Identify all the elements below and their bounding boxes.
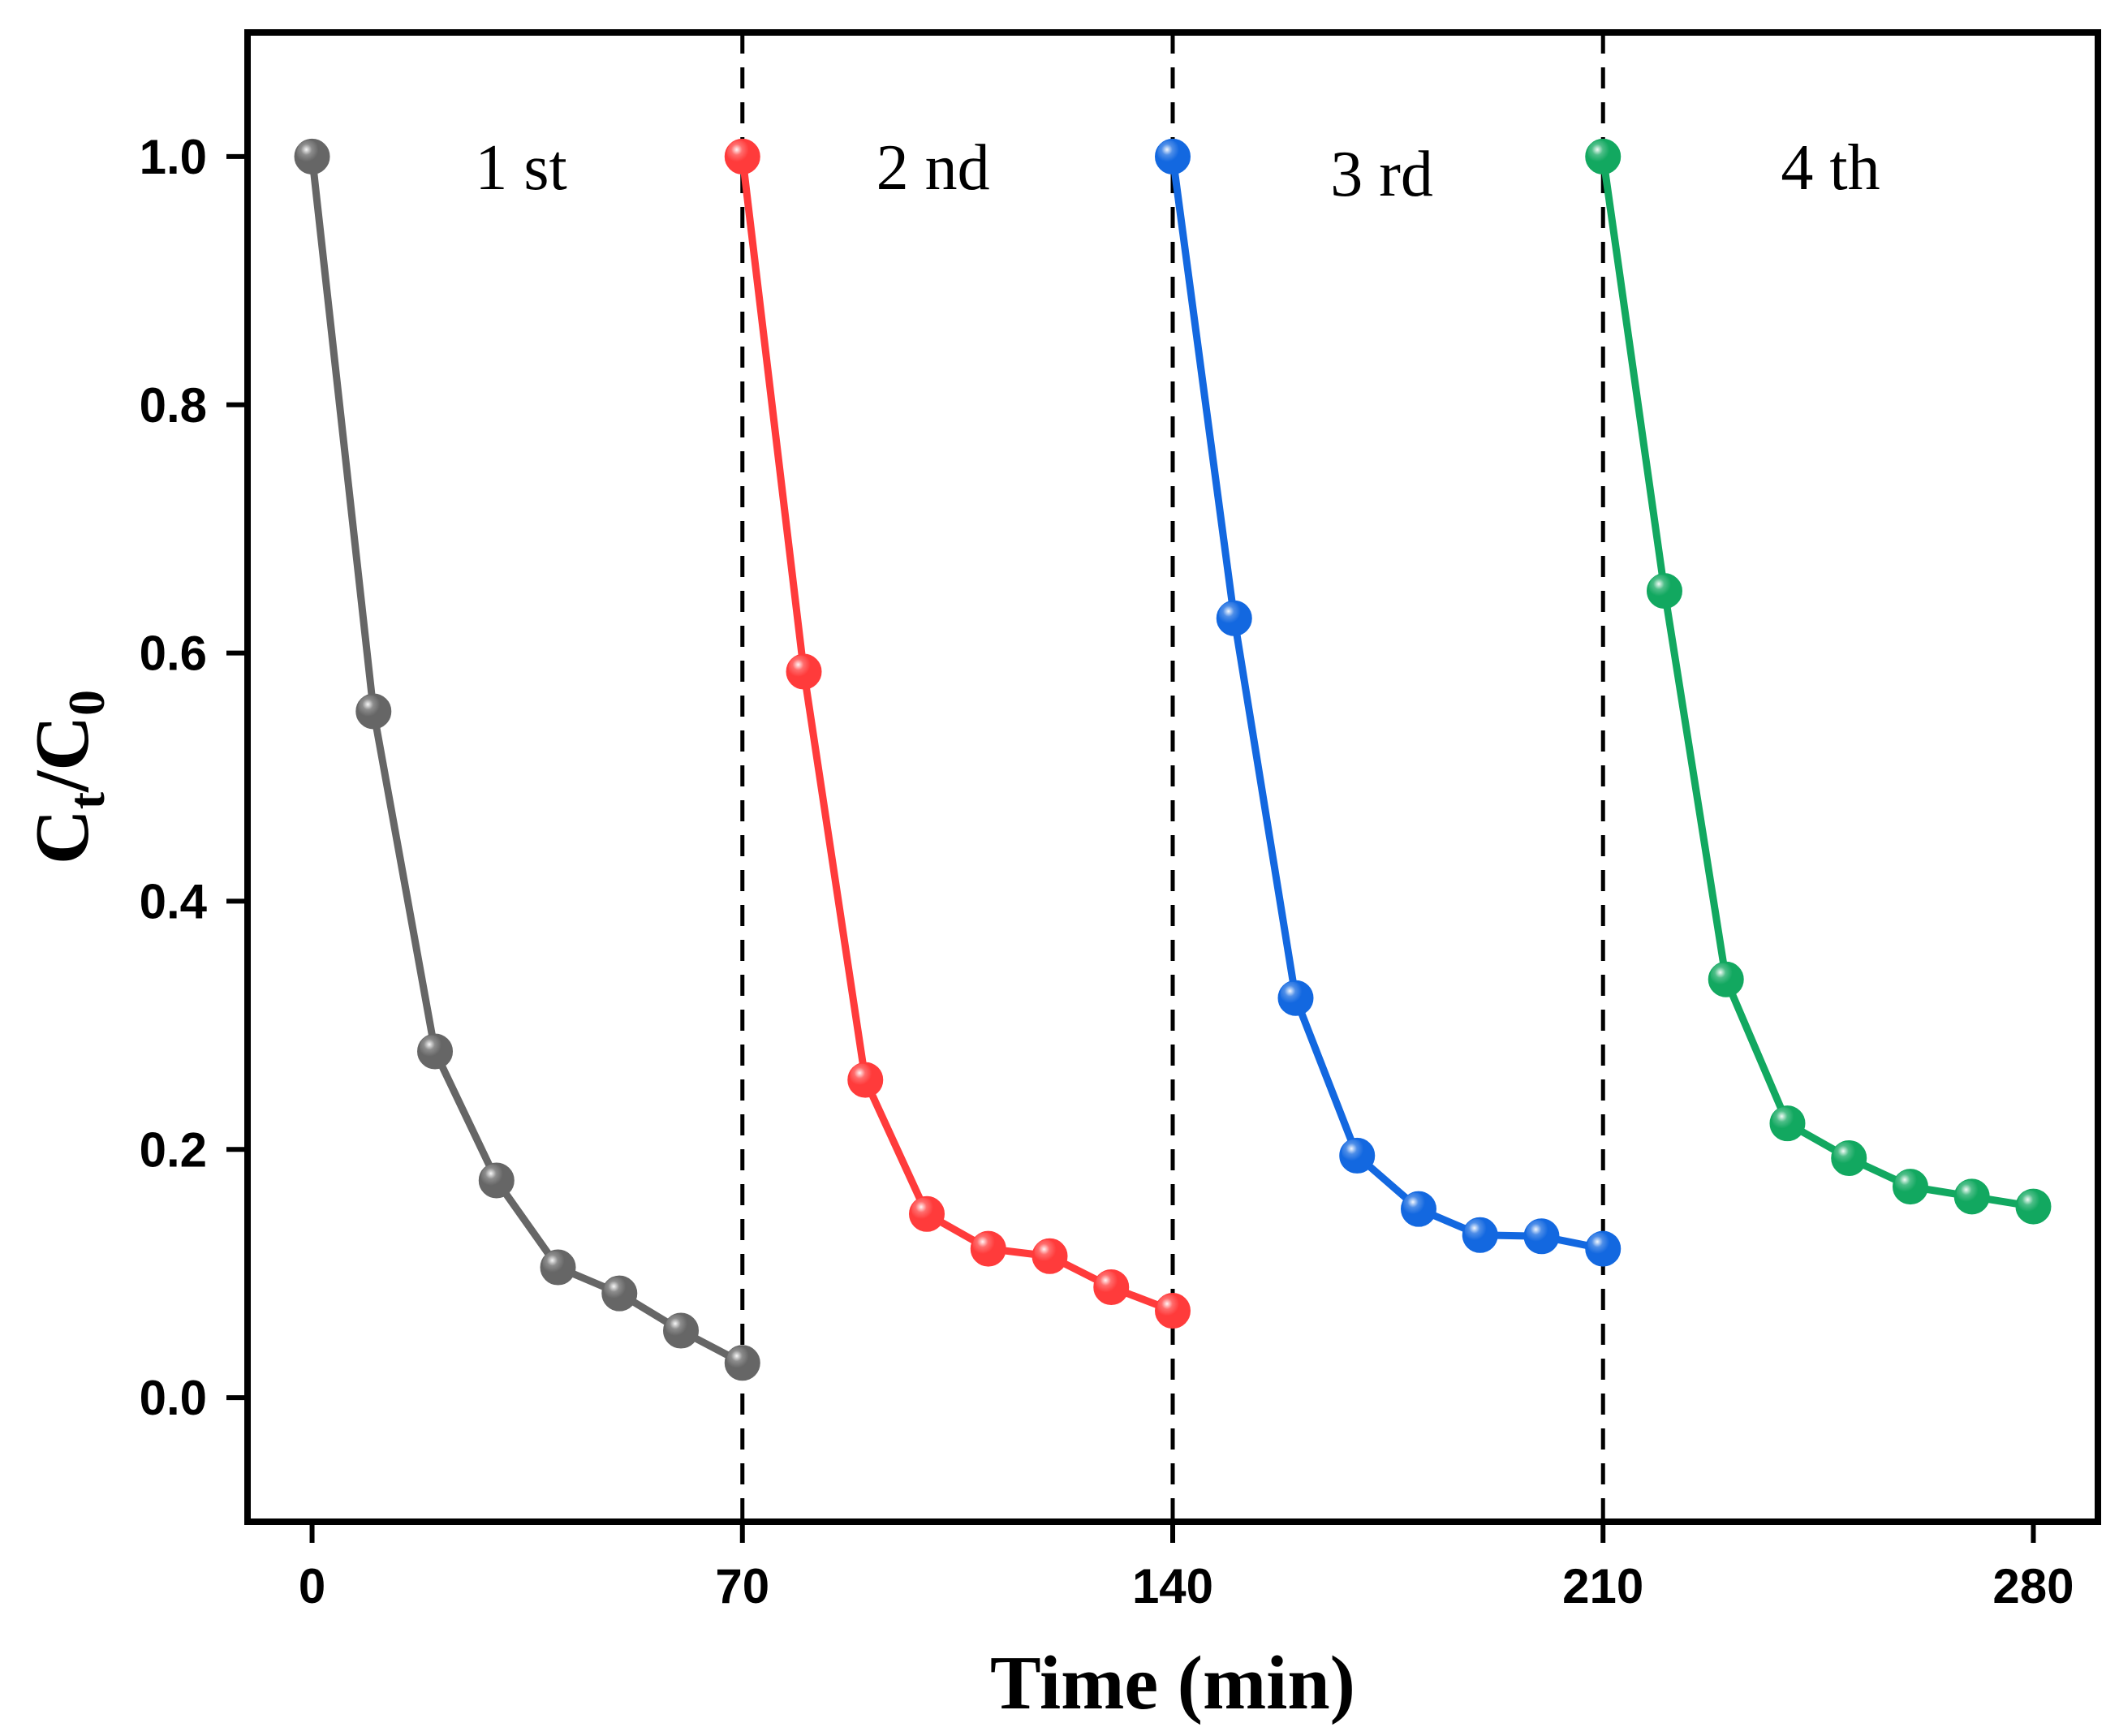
y-tick-label: 0.8 [140,378,207,433]
y-title-main: C [20,809,105,864]
y-tick-label: 0.6 [140,627,207,681]
data-point-highlight [1587,1232,1613,1257]
data-point-highlight [1342,1139,1367,1164]
data-point-highlight [1587,140,1613,165]
series-1 [294,138,760,1381]
cycle-label: 2 nd [876,132,990,204]
cycle-dividers [740,32,1605,1522]
data-point-highlight [1280,981,1305,1006]
data-point-highlight [1648,575,1673,600]
data-point-highlight [1218,601,1243,627]
data-point-highlight [1402,1192,1428,1217]
y-tick-label: 0.0 [140,1371,207,1425]
data-point-highlight [665,1314,691,1339]
data-point-highlight [1894,1170,1919,1195]
plot-frame [244,29,2101,1525]
series-layer [294,138,2052,1381]
data-point-highlight [1956,1180,1981,1205]
data-point-highlight [480,1164,506,1189]
data-point-highlight [358,695,383,720]
data-point-highlight [420,1035,445,1060]
data-point-highlight [1526,1220,1551,1245]
data-point-highlight [788,655,813,680]
y-title-sub-t: t [58,791,115,809]
cycle-annotations: 1 st 2 nd 3 rd 4 th [475,132,1880,210]
data-point-highlight [542,1251,567,1276]
data-point-highlight [850,1063,875,1088]
data-point-highlight [1772,1107,1797,1132]
axes: 0 70 140 210 280 0.0 0.2 0.4 0.6 0.8 1.0 [140,130,2074,1613]
y-tick-label: 1.0 [140,130,207,184]
data-point-highlight [726,1346,752,1372]
data-point-highlight [1464,1218,1489,1243]
data-point-highlight [911,1197,937,1222]
y-axis-title: Ct/C0 [20,690,115,864]
data-point-highlight [1034,1239,1059,1264]
data-point-highlight [972,1232,997,1257]
data-point-highlight [1096,1270,1121,1295]
y-title-sub-0: 0 [58,690,115,716]
y-title-sep: /C [20,716,105,793]
series-4 [1585,138,2052,1225]
x-tick-label: 140 [1132,1559,1213,1613]
x-tick-label: 70 [715,1559,769,1613]
x-tick-label: 0 [299,1559,325,1613]
data-point-highlight [1157,1294,1182,1320]
data-point-highlight [1157,140,1182,165]
x-tick-label: 280 [1992,1559,2074,1613]
data-point-highlight [296,140,321,165]
x-axis-title: Time (min) [990,1641,1355,1725]
data-point-highlight [1833,1141,1858,1166]
data-point-highlight [604,1277,629,1302]
cycle-label: 4 th [1781,132,1880,204]
y-tick-label: 0.4 [140,874,208,928]
x-tick-label: 210 [1562,1559,1643,1613]
series-3 [1155,138,1622,1267]
data-point-highlight [2018,1190,2043,1215]
series-2 [724,138,1191,1329]
data-point-highlight [726,140,752,165]
cycle-label: 3 rd [1330,139,1433,210]
data-point-highlight [1710,963,1735,988]
cycle-label: 1 st [475,132,566,204]
y-tick-label: 0.2 [140,1122,207,1177]
